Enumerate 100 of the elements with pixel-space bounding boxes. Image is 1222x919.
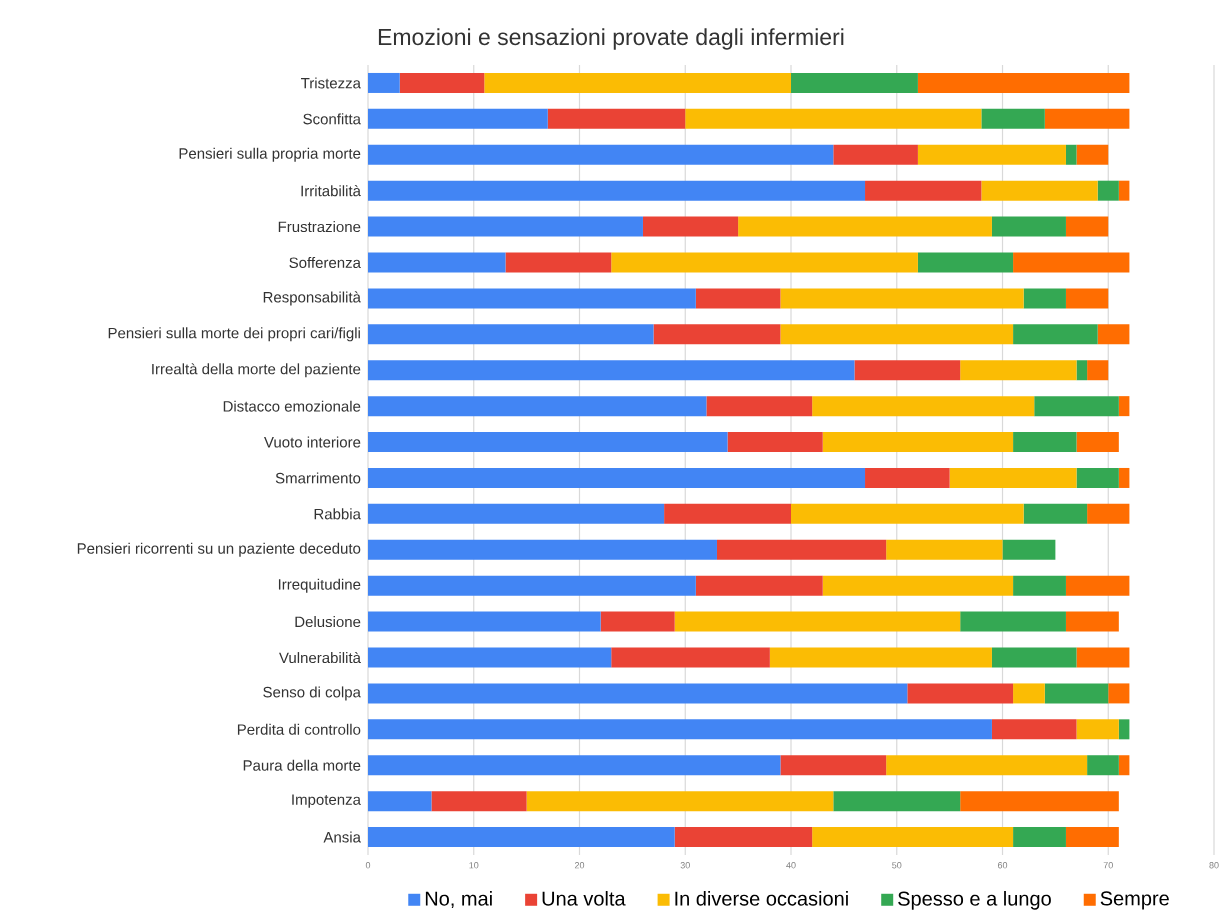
bar: [1065, 827, 1119, 848]
y-tick-label: Rabbia: [314, 508, 361, 520]
x-tick-label: 50: [892, 862, 902, 869]
y-tick-label: Senso di colpa: [263, 686, 361, 701]
x-tick-label: 80: [1209, 862, 1219, 869]
y-tick-label: Pensieri ricorrenti su un paziente deceduto: [77, 542, 361, 557]
bar: [1013, 252, 1130, 273]
bar: [812, 396, 1035, 417]
y-tick-label: Perdita di controllo: [237, 723, 361, 735]
bar: [854, 360, 961, 381]
bar: [505, 252, 612, 273]
bar: [1002, 539, 1056, 560]
y-tick-label: Delusione: [295, 616, 361, 628]
bar: [368, 432, 728, 453]
bar: [368, 396, 707, 417]
bar: [1118, 396, 1130, 417]
bar: [1013, 432, 1077, 453]
bar: [1076, 719, 1119, 740]
bar: [769, 647, 992, 668]
bar: [1023, 288, 1066, 309]
legend-label: In diverse occasioni: [675, 891, 848, 906]
bar: [368, 216, 643, 237]
bar: [833, 144, 918, 165]
y-tick-label: Pensieri sulla morte dei propri cari/figli: [108, 327, 360, 342]
bar: [368, 324, 654, 345]
bar: [822, 432, 1014, 453]
y-tick-label: Smarrimento: [275, 472, 361, 484]
bar: [368, 503, 665, 524]
bar: [907, 683, 1014, 704]
bar: [368, 288, 696, 309]
bar: [822, 575, 1014, 596]
bar: [949, 467, 1077, 488]
bar: [547, 108, 686, 129]
bar: [780, 288, 1024, 309]
bar: [917, 144, 1066, 165]
y-tick-label: Ansia: [323, 831, 361, 843]
bar: [642, 216, 739, 237]
bar: [1065, 575, 1130, 596]
bar: [431, 791, 527, 812]
bar: [368, 360, 855, 381]
bar: [695, 288, 781, 309]
bar: [1076, 467, 1119, 488]
bar: [780, 324, 1014, 345]
bar: [674, 611, 961, 632]
bar: [780, 755, 887, 776]
bar: [1013, 683, 1045, 704]
x-tick-label: 10: [469, 862, 479, 869]
bar: [368, 827, 675, 848]
y-tick-label: Vuoto interiore: [264, 436, 361, 448]
bar: [1065, 288, 1109, 309]
bar: [991, 719, 1077, 740]
bar: [484, 72, 792, 93]
bar: [368, 647, 612, 668]
x-tick-label: 40: [786, 862, 796, 869]
bar: [368, 144, 834, 165]
y-tick-label: Frustrazione: [278, 221, 361, 233]
y-tick-label: Distacco emozionale: [223, 400, 361, 412]
bar: [368, 467, 866, 488]
legend-label: Sempre: [1100, 891, 1169, 910]
bar: [695, 575, 823, 596]
bar: [1108, 683, 1130, 704]
y-tick-label: Irrealtà della morte del paziente: [152, 363, 361, 378]
bar: [1118, 719, 1130, 740]
y-tick-label: Responsabilità: [263, 291, 361, 306]
bar: [368, 755, 781, 776]
bar: [886, 539, 1003, 560]
bar: [664, 503, 792, 524]
bar: [674, 827, 813, 848]
bar: [368, 683, 908, 704]
bar: [1097, 180, 1119, 201]
bar: [1076, 144, 1109, 165]
y-tick-label: Pensieri sulla propria morte: [179, 147, 361, 162]
x-tick-label: 70: [1103, 862, 1113, 869]
bar: [368, 539, 717, 560]
bar: [1076, 647, 1130, 668]
legend-label: Spesso e a lungo: [898, 891, 1051, 910]
bar: [960, 791, 1119, 812]
bar: [1097, 324, 1130, 345]
bar: [368, 575, 696, 596]
bar: [917, 72, 1130, 93]
bar: [1087, 755, 1119, 776]
bar: [368, 252, 506, 273]
bar: [865, 467, 950, 488]
bar: [611, 252, 918, 273]
bar: [1044, 108, 1130, 129]
bar: [738, 216, 992, 237]
bar: [368, 108, 548, 129]
bar: [886, 755, 1088, 776]
bar: [1076, 432, 1119, 453]
bar: [706, 396, 813, 417]
bar: [526, 791, 834, 812]
bar: [727, 432, 823, 453]
bar: [833, 791, 961, 812]
bar: [611, 647, 770, 668]
chart-title: Emozioni e sensazioni provate dagli infermieri: [378, 28, 844, 50]
x-tick-label: 30: [680, 862, 690, 869]
bar: [1118, 467, 1130, 488]
x-tick-label: 20: [574, 862, 585, 869]
bar: [991, 647, 1077, 668]
bar: [917, 252, 1014, 273]
